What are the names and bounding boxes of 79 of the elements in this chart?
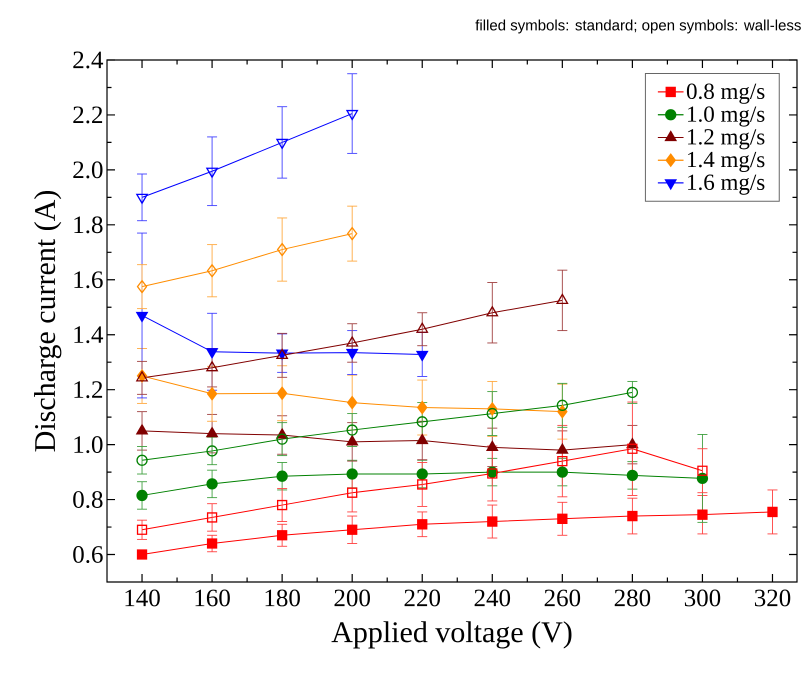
y-tick-label: 0.8 <box>73 491 103 508</box>
point <box>206 445 218 457</box>
x-axis-title: Applied voltage (V) <box>332 621 572 649</box>
point <box>416 350 428 362</box>
point <box>347 488 358 498</box>
legend-label: 1.0 mg/s <box>688 106 764 127</box>
point <box>486 408 498 420</box>
point <box>486 440 498 452</box>
y-tick-label: 1.6 <box>74 271 103 288</box>
point <box>206 538 218 549</box>
point <box>767 506 778 518</box>
x-tick-label: 260 <box>544 590 580 606</box>
point <box>347 524 358 535</box>
legend-label: 1.6 mg/s <box>688 174 764 195</box>
y-tick-label: 1.4 <box>74 326 104 344</box>
point <box>556 400 568 411</box>
legend-label: 1.4 mg/s <box>688 152 764 172</box>
point <box>626 386 638 398</box>
point <box>417 400 428 414</box>
point <box>346 435 358 446</box>
point <box>206 387 218 400</box>
x-tick-label: 180 <box>266 590 300 606</box>
point <box>206 168 218 178</box>
legend-label: 0.8 mg/s <box>686 84 764 104</box>
point <box>627 510 638 522</box>
point <box>276 500 288 510</box>
point <box>347 396 358 410</box>
point <box>346 468 358 480</box>
point <box>557 514 568 524</box>
point <box>136 194 148 204</box>
point <box>697 466 708 476</box>
point <box>346 110 358 120</box>
x-tick-label: 240 <box>474 590 510 606</box>
point <box>417 479 428 490</box>
point <box>276 386 288 400</box>
y-tick-label: 2.0 <box>73 161 103 178</box>
y-tick-label: 0.6 <box>73 546 103 564</box>
point <box>136 490 148 502</box>
x-tick-label: 140 <box>125 590 160 606</box>
point <box>136 524 148 535</box>
point <box>346 424 358 436</box>
text: filled symbols: standard; open symbols: wall-less <box>475 19 801 34</box>
y-tick-label: 2.4 <box>73 52 104 68</box>
y-axis-title: Discharge current (A) <box>34 190 62 452</box>
point <box>627 444 638 454</box>
x-tick-label: 160 <box>196 590 230 606</box>
point <box>206 478 218 490</box>
point <box>276 433 288 445</box>
point <box>136 280 148 294</box>
point <box>416 416 428 428</box>
x-tick-label: 300 <box>684 590 720 606</box>
point <box>136 312 148 322</box>
point <box>136 549 148 560</box>
point <box>206 512 218 523</box>
y-tick-label: 2.2 <box>73 106 102 124</box>
point <box>276 138 288 150</box>
point <box>417 519 428 530</box>
point <box>697 510 708 520</box>
point <box>206 264 218 278</box>
x-tick-label: 200 <box>334 590 370 606</box>
point <box>276 242 288 256</box>
point <box>276 470 288 482</box>
legend-label: 1.2 mg/s <box>688 129 764 150</box>
x-tick-label: 220 <box>404 590 440 606</box>
point <box>276 530 288 540</box>
point <box>136 454 148 466</box>
point <box>626 470 638 482</box>
point <box>346 348 358 360</box>
x-tick-label: 320 <box>754 590 790 606</box>
point <box>556 466 568 478</box>
y-tick-label: 1.2 <box>74 381 102 398</box>
point <box>347 226 358 240</box>
point <box>557 456 568 466</box>
point <box>206 348 218 358</box>
y-tick-label: 1.8 <box>74 216 103 234</box>
y-tick-label: 1.0 <box>74 436 103 454</box>
x-tick-label: 280 <box>614 590 650 606</box>
point <box>416 468 428 480</box>
point <box>487 516 498 527</box>
